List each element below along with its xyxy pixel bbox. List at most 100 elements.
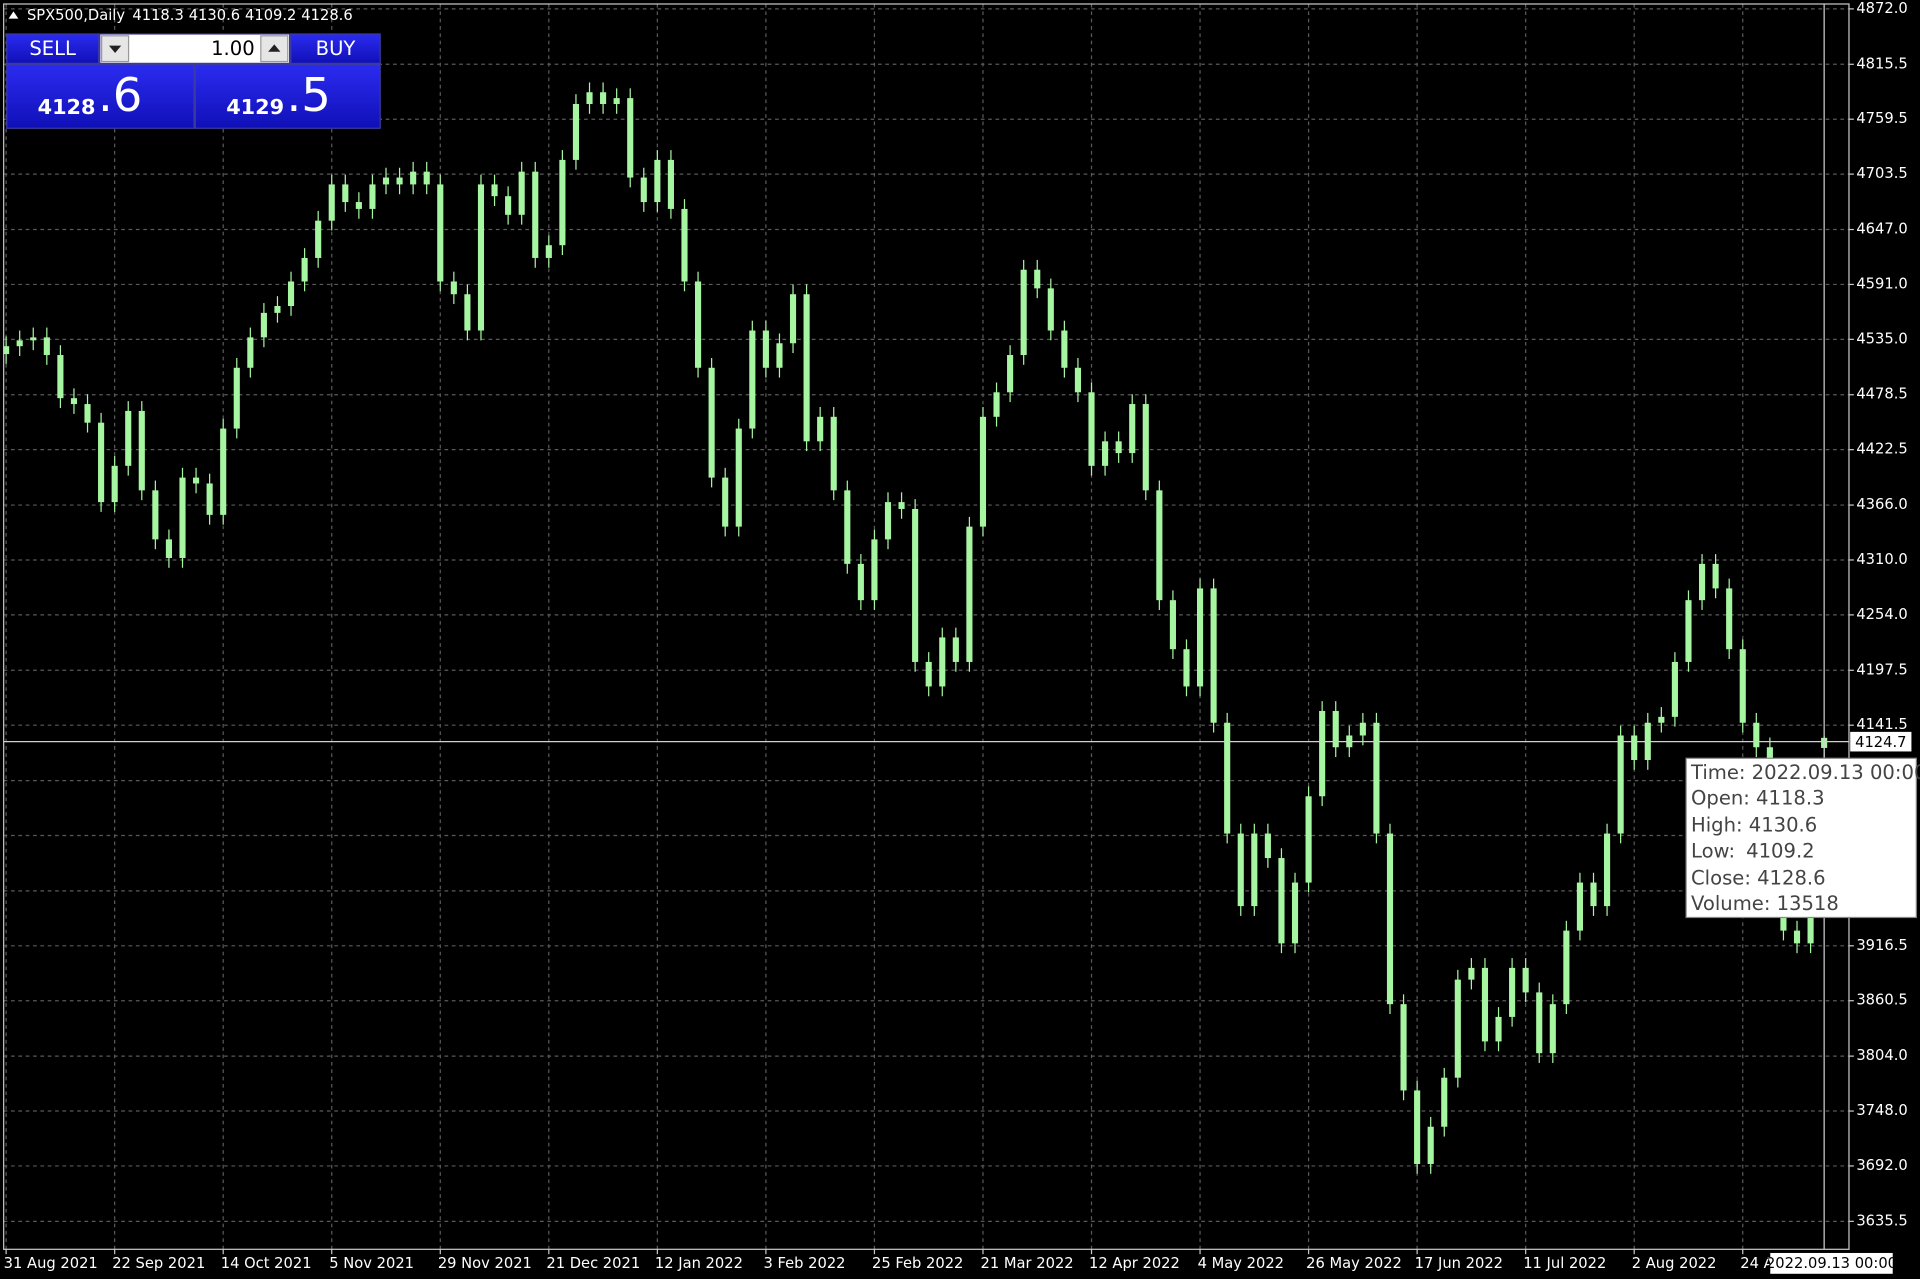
candle-body [1658,716,1665,723]
y-tick-label: 4141.5 [1856,716,1907,733]
y-label-group: 3635.5 [1856,1212,1907,1229]
buy-price-frac: .5 [287,68,331,122]
lot-input[interactable] [100,34,289,63]
y-tick-label: 4254.0 [1856,606,1907,623]
x-tick-label: 29 Nov 2021 [438,1255,532,1272]
candle-body [1102,441,1109,466]
up-arrow[interactable] [268,44,281,52]
candle-body [1481,967,1489,1042]
y-tick-label: 4591.0 [1856,275,1907,292]
candle-body [1400,1004,1407,1091]
y-label-group: 3860.5 [1856,992,1907,1009]
candle-body [1156,490,1163,601]
candle-body [898,502,905,509]
header-close: 4128.6 [301,7,352,24]
candle-body [1142,404,1149,491]
x-tick-label: 5 Nov 2021 [329,1255,414,1272]
candle-body [1237,833,1244,907]
y-label-group: 4872.0 [1856,0,1907,17]
collapse-icon[interactable] [8,11,19,19]
candle-body [1685,600,1692,662]
candle-body [952,637,959,662]
y-label-group: 4478.5 [1856,386,1907,403]
value: 2022.09.13 00:00 [1752,760,1920,783]
candle-body [857,563,864,601]
x-tick-label: 31 Aug 2021 [4,1255,98,1272]
tooltip-time: Time: 2022.09.13 00:00 [1690,760,1920,783]
candle-body [1726,588,1733,650]
candle-body [1441,1077,1448,1127]
candle-body [315,220,322,258]
candle-body [1291,882,1299,944]
candle-body [1007,355,1014,393]
sell-label[interactable]: SELL [29,37,76,60]
candle-body [220,428,227,515]
candle-body [165,539,172,559]
x-tick-label: 12 Apr 2022 [1089,1255,1180,1272]
candle-body [844,490,851,564]
y-tick-label: 4197.5 [1856,661,1907,678]
candle-body [925,661,932,687]
candle-body [1454,979,1461,1078]
candle-body [1332,710,1339,748]
candle-body [559,159,566,246]
lot-value[interactable]: 1.00 [211,37,255,60]
candle-body [803,294,810,442]
sell-button[interactable] [7,34,98,63]
candle-body [464,294,471,331]
y-tick-label: 4759.5 [1856,110,1907,127]
value: 4118.3 [1756,786,1825,809]
label: Open: [1691,786,1750,809]
candle-body [328,184,335,221]
candle-body [30,337,37,341]
candle-body [1264,833,1271,859]
symbol: SPX500,Daily [27,7,125,24]
x-tick-label: 3 Feb 2022 [763,1255,845,1272]
candle-body [884,502,892,540]
x-tick-label: 2 Aug 2022 [1632,1255,1717,1272]
y-label-group: 4422.5 [1856,441,1907,458]
candle-body [1536,992,1543,1054]
label: Time: [1690,760,1746,783]
tooltip-low: Low: 4109.2 [1691,839,1815,862]
y-tick-label: 4535.0 [1856,330,1907,347]
y-tick-label: 3635.5 [1856,1212,1907,1229]
y-label-group: 4141.5 [1856,716,1907,733]
overlays [3,3,1849,1250]
plot-frame [3,3,1850,1250]
down-arrow[interactable] [108,45,122,53]
header-low: 4109.2 [245,7,296,24]
candle-body [98,422,105,503]
candle-body [1047,288,1054,331]
y-label-group: 4591.0 [1856,275,1907,292]
buy-label[interactable]: BUY [316,37,356,60]
buy-price-box[interactable] [195,65,380,128]
candle-body [1224,722,1231,834]
candle-body [939,637,946,687]
value: 4109.2 [1746,839,1815,862]
x-tick-label: 17 Jun 2022 [1415,1255,1503,1272]
y-tick-label: 4815.5 [1856,55,1907,72]
axes: 31 Aug 2021 22 Sep 2021 14 Oct 2021 5 Nov 2… [4,8,1912,1274]
tooltip-volume: Volume: 13518 [1691,891,1839,914]
candle-body [627,98,634,178]
candle-body [1359,722,1366,736]
candle-body [1129,404,1136,454]
x-tick-label: 21 Dec 2021 [546,1255,640,1272]
price-label: 4124.7 [1855,734,1906,751]
candle-body [70,398,78,405]
candle-body [1386,833,1394,1005]
candle-body [301,257,308,282]
candle-body [708,367,715,478]
sell-price-box[interactable] [7,65,194,128]
candle-body [1590,882,1597,907]
candle-body [382,177,390,185]
candle-body [450,281,457,295]
candle-body [260,312,267,338]
candle-body [206,483,213,515]
grid [3,3,1849,1250]
candle-body [1251,833,1258,907]
buy-button[interactable] [291,34,380,63]
